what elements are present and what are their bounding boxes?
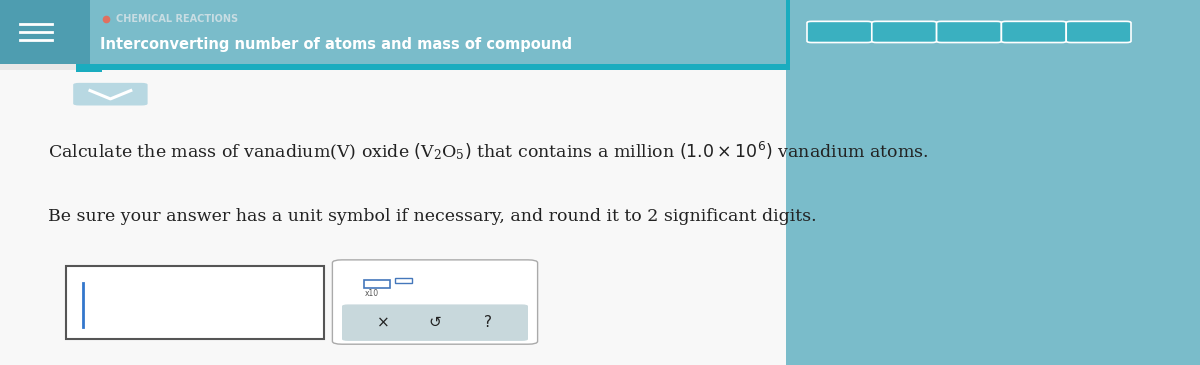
FancyBboxPatch shape [0,0,1200,64]
FancyBboxPatch shape [808,21,872,43]
Text: Be sure your answer has a unit symbol if necessary, and round it to 2 significan: Be sure your answer has a unit symbol if… [48,208,817,225]
Text: ?: ? [485,315,492,330]
FancyBboxPatch shape [342,304,528,341]
FancyBboxPatch shape [1001,21,1067,43]
FancyBboxPatch shape [786,0,1200,365]
FancyBboxPatch shape [1067,21,1132,43]
Text: x10: x10 [365,289,379,298]
FancyBboxPatch shape [786,0,790,70]
Text: ↺: ↺ [428,315,440,330]
FancyBboxPatch shape [936,21,1001,43]
FancyBboxPatch shape [73,83,148,105]
FancyBboxPatch shape [90,64,786,70]
FancyBboxPatch shape [872,21,937,43]
FancyBboxPatch shape [0,70,786,365]
FancyBboxPatch shape [66,266,324,339]
Text: ×: × [377,315,389,330]
Text: Calculate the mass of vanadium(V) oxide $\left(\mathregular{V_2O_5}\right)$ that: Calculate the mass of vanadium(V) oxide … [48,139,929,162]
FancyBboxPatch shape [0,0,90,64]
Text: CHEMICAL REACTIONS: CHEMICAL REACTIONS [116,14,239,24]
Text: Interconverting number of atoms and mass of compound: Interconverting number of atoms and mass… [100,37,571,52]
FancyBboxPatch shape [332,260,538,344]
FancyBboxPatch shape [76,64,102,72]
